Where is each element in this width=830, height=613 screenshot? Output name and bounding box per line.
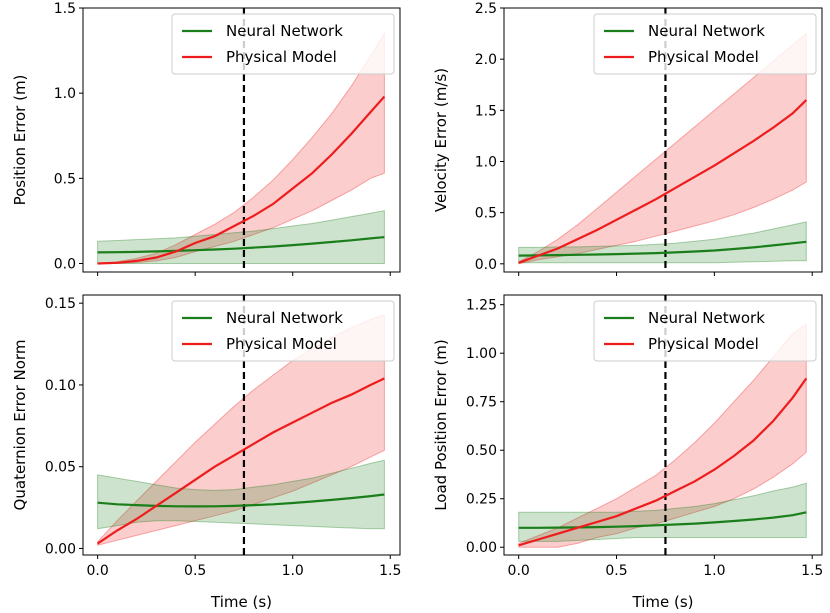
legend-label: Physical Model xyxy=(648,335,759,353)
y-axis-label: Velocity Error (m/s) xyxy=(432,68,450,212)
subplot-3: 0.0 0.5 1.0 1.5 0.00 0.05 0.10 0.15 Quaternion E… xyxy=(11,294,401,611)
physical-model-band xyxy=(518,323,807,548)
x-axis-label: Time (s) xyxy=(210,593,272,611)
legend: Neural Network Physical Model xyxy=(171,13,395,75)
legend: Neural Network Physical Model xyxy=(171,300,395,362)
neural-network-band xyxy=(518,221,807,264)
y-tick-label: 1.0 xyxy=(475,154,497,170)
legend-label: Physical Model xyxy=(226,48,337,66)
neural-network-line xyxy=(97,493,385,508)
y-tick-label: 0.00 xyxy=(45,541,76,557)
subplot-2: 0.0 0.5 1.0 1.5 2.0 2.5 Velocity Error (m/s) Ne… xyxy=(432,1,823,276)
physical-model-line xyxy=(518,377,808,547)
x-tick-label: 0.0 xyxy=(508,563,530,579)
x-tick-label: 0.5 xyxy=(605,563,627,579)
x-tick-label: 0.0 xyxy=(86,563,108,579)
legend-label: Neural Network xyxy=(226,22,343,40)
neural-network-line xyxy=(518,240,807,257)
y-tick-label: 0.0 xyxy=(54,256,76,272)
x-tick-label: 1.0 xyxy=(282,563,304,579)
legend-label: Neural Network xyxy=(648,22,765,40)
y-tick-label: 2.0 xyxy=(475,52,497,68)
neural-network-band xyxy=(97,459,385,530)
y-tick-label: 0.10 xyxy=(45,378,76,394)
legend: Neural Network Physical Model xyxy=(593,300,817,362)
physical-model-line xyxy=(518,99,808,264)
legend-box xyxy=(171,13,395,75)
y-tick-label: 0.75 xyxy=(466,395,497,411)
legend-label: Physical Model xyxy=(226,335,337,353)
subplot-4: 0.0 0.5 1.0 1.5 0.00 0.25 0.50 0.75 1.00 1.25 Load… xyxy=(432,294,823,611)
axes-frame xyxy=(82,294,401,556)
x-tick-label: 1.5 xyxy=(801,563,823,579)
y-tick-label: 0.15 xyxy=(45,296,76,312)
legend: Neural Network Physical Model xyxy=(593,13,817,75)
y-tick-label: 0.25 xyxy=(466,492,497,508)
y-tick-label: 2.5 xyxy=(475,1,497,17)
x-tick-label: 1.0 xyxy=(703,563,725,579)
physical-model-band xyxy=(518,32,807,265)
physical-model-band xyxy=(97,313,385,546)
y-tick-label: 1.00 xyxy=(466,346,497,362)
neural-network-line xyxy=(518,511,807,529)
x-tick-label: 1.5 xyxy=(379,563,401,579)
y-tick-label: 1.0 xyxy=(54,86,76,102)
y-tick-label: 1.5 xyxy=(475,103,497,119)
physical-model-line xyxy=(96,377,385,545)
legend-box xyxy=(593,300,817,362)
y-axis-label: Position Error (m) xyxy=(11,75,29,206)
axes-frame xyxy=(503,7,823,273)
y-tick-label: 0.5 xyxy=(475,206,497,222)
x-tick-label: 0.5 xyxy=(184,563,206,579)
y-tick-label: 0.05 xyxy=(45,460,76,476)
y-axis-label: Load Position Error (m) xyxy=(432,339,450,511)
legend-box xyxy=(171,300,395,362)
subplot-1: 0.0 0.5 1.0 1.5 Position Error (m) Neural Net… xyxy=(11,1,401,276)
y-axis-label: Quaternion Error Norm xyxy=(11,340,29,511)
axes-frame xyxy=(82,7,401,273)
x-axis-label: Time (s) xyxy=(632,593,694,611)
physical-model-line xyxy=(97,95,386,265)
axes-frame xyxy=(503,294,823,556)
y-tick-label: 1.5 xyxy=(54,1,76,17)
legend-label: Neural Network xyxy=(648,309,765,327)
y-tick-label: 0.5 xyxy=(54,171,76,187)
y-tick-label: 1.25 xyxy=(466,298,497,314)
y-tick-label: 0.50 xyxy=(466,443,497,459)
y-tick-label: 0.00 xyxy=(466,540,497,556)
legend-box xyxy=(593,13,817,75)
neural-network-line xyxy=(97,236,385,254)
legend-label: Physical Model xyxy=(648,48,759,66)
y-tick-label: 0.0 xyxy=(475,257,497,273)
legend-label: Neural Network xyxy=(226,309,343,327)
